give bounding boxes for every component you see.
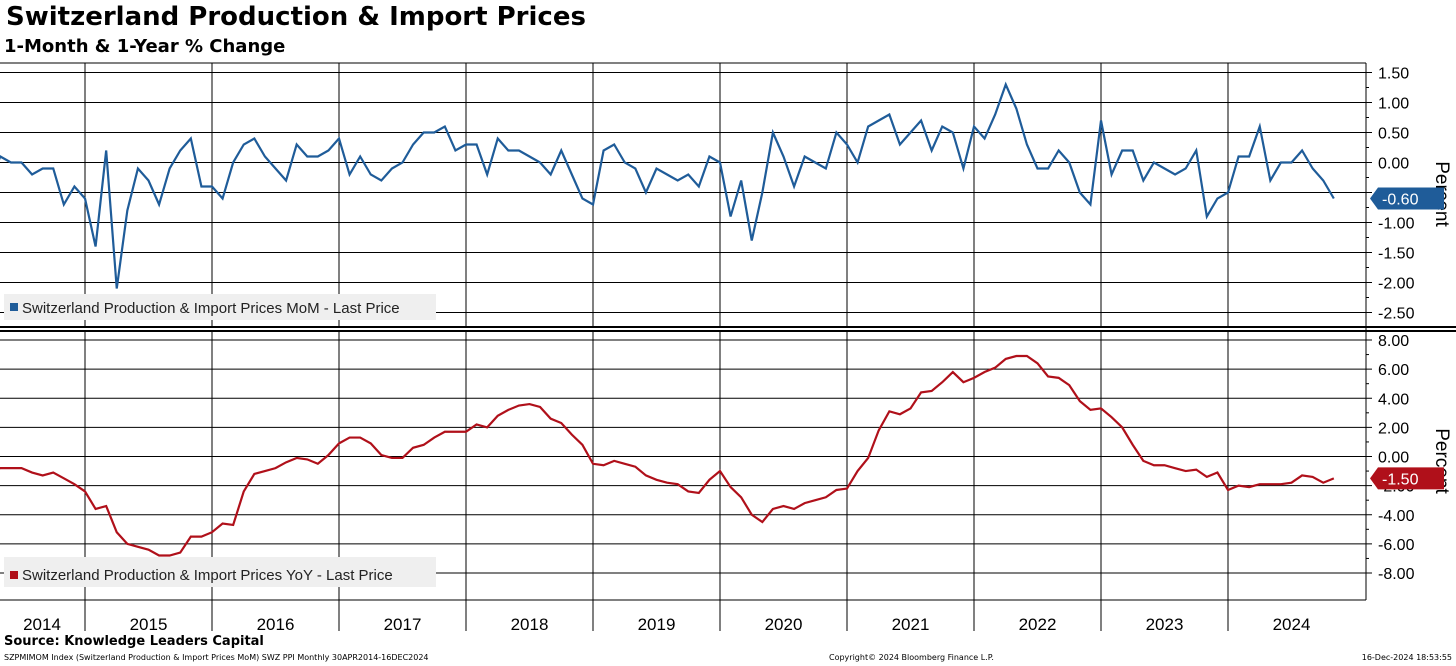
yoy-last-value: -1.50 bbox=[1382, 471, 1419, 488]
y-tick-label: 4.00 bbox=[1378, 391, 1409, 408]
year-label: 2023 bbox=[1146, 615, 1184, 634]
x-axis-year-labels: 2014 2015 2016 2017 2018 2019 2020 2021 2022 2023… bbox=[23, 615, 1310, 634]
mom-last-value-tag: -0.60 bbox=[1370, 187, 1444, 210]
bottom-y-axis: 8.006.004.002.000.00-2.00-4.00-6.00-8.00 bbox=[1366, 333, 1415, 583]
yoy-legend: Switzerland Production & Import Prices Y… bbox=[4, 557, 436, 587]
mom-points bbox=[0, 84, 1334, 289]
y-tick-label: 1.50 bbox=[1378, 66, 1409, 83]
panel-frame bbox=[0, 62, 1456, 601]
y-tick-label: -4.00 bbox=[1378, 508, 1415, 525]
y-tick-label: 0.50 bbox=[1378, 126, 1409, 143]
yoy-last-value-tag: -1.50 bbox=[1370, 467, 1444, 490]
year-label: 2018 bbox=[511, 615, 549, 634]
y-tick-label: 8.00 bbox=[1378, 333, 1409, 350]
year-label: 2022 bbox=[1019, 615, 1057, 634]
year-label: 2015 bbox=[130, 615, 168, 634]
yoy-legend-label: Switzerland Production & Import Prices Y… bbox=[22, 567, 393, 584]
chart-title: Switzerland Production & Import Prices bbox=[6, 2, 586, 32]
y-tick-label: -2.50 bbox=[1378, 306, 1415, 323]
y-tick-label: 1.00 bbox=[1378, 96, 1409, 113]
yoy-points bbox=[0, 356, 1334, 556]
year-label: 2024 bbox=[1273, 615, 1311, 634]
chart-subtitle: 1-Month & 1-Year % Change bbox=[4, 36, 286, 57]
footer-copyright: Copyright© 2024 Bloomberg Finance L.P. bbox=[829, 653, 994, 662]
year-label: 2017 bbox=[384, 615, 422, 634]
footer-ticker-info: SZPMIMOM Index (Switzerland Production &… bbox=[4, 653, 429, 662]
y-tick-label: 6.00 bbox=[1378, 362, 1409, 379]
yoy-series-line bbox=[0, 354, 1335, 557]
y-tick-label: -2.00 bbox=[1378, 276, 1415, 293]
year-label: 2020 bbox=[765, 615, 803, 634]
bottom-panel-grid bbox=[0, 339, 1366, 574]
top-panel-grid bbox=[0, 72, 1366, 313]
y-tick-label: -8.00 bbox=[1378, 566, 1415, 583]
year-label: 2019 bbox=[638, 615, 676, 634]
source-note: Source: Knowledge Leaders Capital bbox=[4, 634, 264, 649]
year-label: 2021 bbox=[892, 615, 930, 634]
year-gridlines bbox=[84, 63, 1229, 631]
mom-legend: Switzerland Production & Import Prices M… bbox=[4, 294, 436, 320]
year-label: 2014 bbox=[23, 615, 61, 634]
y-tick-label: -6.00 bbox=[1378, 537, 1415, 554]
y-tick-label: 0.00 bbox=[1378, 450, 1409, 467]
mom-series-line bbox=[0, 81, 1335, 289]
y-tick-label: -1.50 bbox=[1378, 246, 1415, 263]
mom-legend-swatch bbox=[10, 303, 18, 311]
year-label: 2016 bbox=[257, 615, 295, 634]
y-tick-label: 2.00 bbox=[1378, 420, 1409, 437]
mom-last-value: -0.60 bbox=[1382, 192, 1419, 209]
yoy-legend-swatch bbox=[10, 571, 18, 579]
mom-legend-label: Switzerland Production & Import Prices M… bbox=[22, 300, 400, 317]
y-tick-label: -1.00 bbox=[1378, 216, 1415, 233]
y-tick-label: 0.00 bbox=[1378, 156, 1409, 173]
footer-timestamp: 16-Dec-2024 18:53:55 bbox=[1361, 653, 1452, 662]
